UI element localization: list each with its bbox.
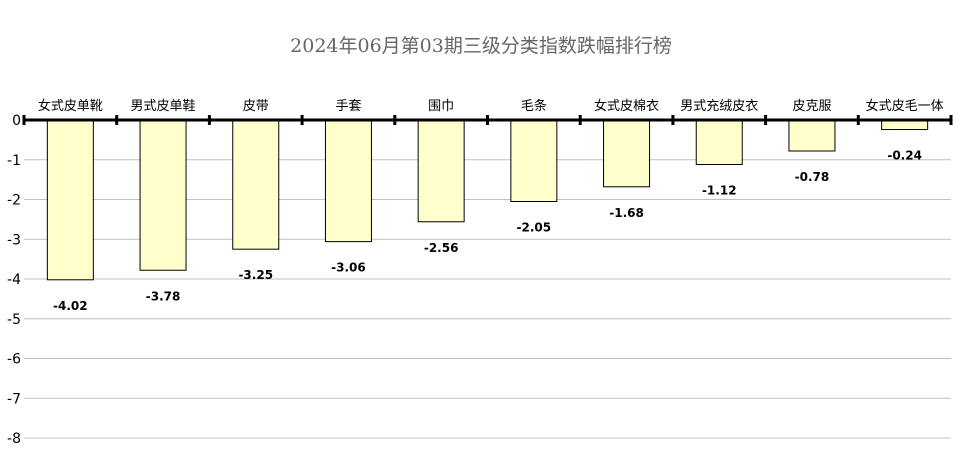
x-category-label: 女式皮棉衣 xyxy=(594,98,659,114)
x-category-label: 毛条 xyxy=(521,98,547,114)
y-tick-label: -8 xyxy=(7,431,21,447)
bar-value-label: -1.12 xyxy=(702,184,737,198)
bar xyxy=(324,119,372,243)
bar-value-label: -0.78 xyxy=(795,170,830,184)
bar-value-label: -0.24 xyxy=(887,149,922,163)
bar-value-label: -2.56 xyxy=(424,241,459,255)
bars xyxy=(46,119,929,281)
bar-value-label: -3.25 xyxy=(238,268,273,282)
x-category-label: 男式皮单鞋 xyxy=(131,98,196,114)
y-tick-label: -5 xyxy=(7,312,21,328)
chart-title: 2024年06月第03期三级分类指数跌幅排行榜 xyxy=(290,35,672,57)
bar-value-label: -1.68 xyxy=(609,206,644,220)
labels: 0 -1 -2 -3 -4 -5 -6 -7 -8 -4.02 女式皮单靴 -3.78 男式皮单鞋 -3.… xyxy=(7,98,944,447)
axes xyxy=(22,115,953,125)
x-category-label: 围巾 xyxy=(428,99,454,114)
x-category-label: 手套 xyxy=(335,98,361,114)
x-category-label: 女式皮单靴 xyxy=(38,98,103,114)
bar xyxy=(139,119,187,271)
x-category-label: 皮克服 xyxy=(792,99,831,114)
y-tick-label: -2 xyxy=(7,193,21,209)
bar-value-label: -2.05 xyxy=(517,220,552,234)
y-tick-label: -6 xyxy=(7,352,21,368)
bar-value-label: -3.06 xyxy=(331,261,366,275)
bar xyxy=(788,119,836,152)
bar-value-label: -3.78 xyxy=(146,289,181,303)
y-tick-label: -3 xyxy=(7,232,21,248)
bar-value-label: -4.02 xyxy=(53,299,88,313)
y-tick-label: -1 xyxy=(7,153,21,169)
x-category-label: 女式皮毛一体 xyxy=(866,98,944,114)
bar xyxy=(417,119,465,223)
x-category-label: 男式充绒皮衣 xyxy=(680,98,758,114)
y-tick-label: -4 xyxy=(7,272,21,288)
bar xyxy=(232,119,280,250)
x-category-label: 皮带 xyxy=(243,99,269,114)
y-tick-label: -7 xyxy=(7,391,21,407)
bar xyxy=(603,119,651,188)
bar xyxy=(510,119,558,202)
bar xyxy=(46,119,94,281)
y-tick-label: 0 xyxy=(12,113,21,129)
bar xyxy=(695,119,743,166)
